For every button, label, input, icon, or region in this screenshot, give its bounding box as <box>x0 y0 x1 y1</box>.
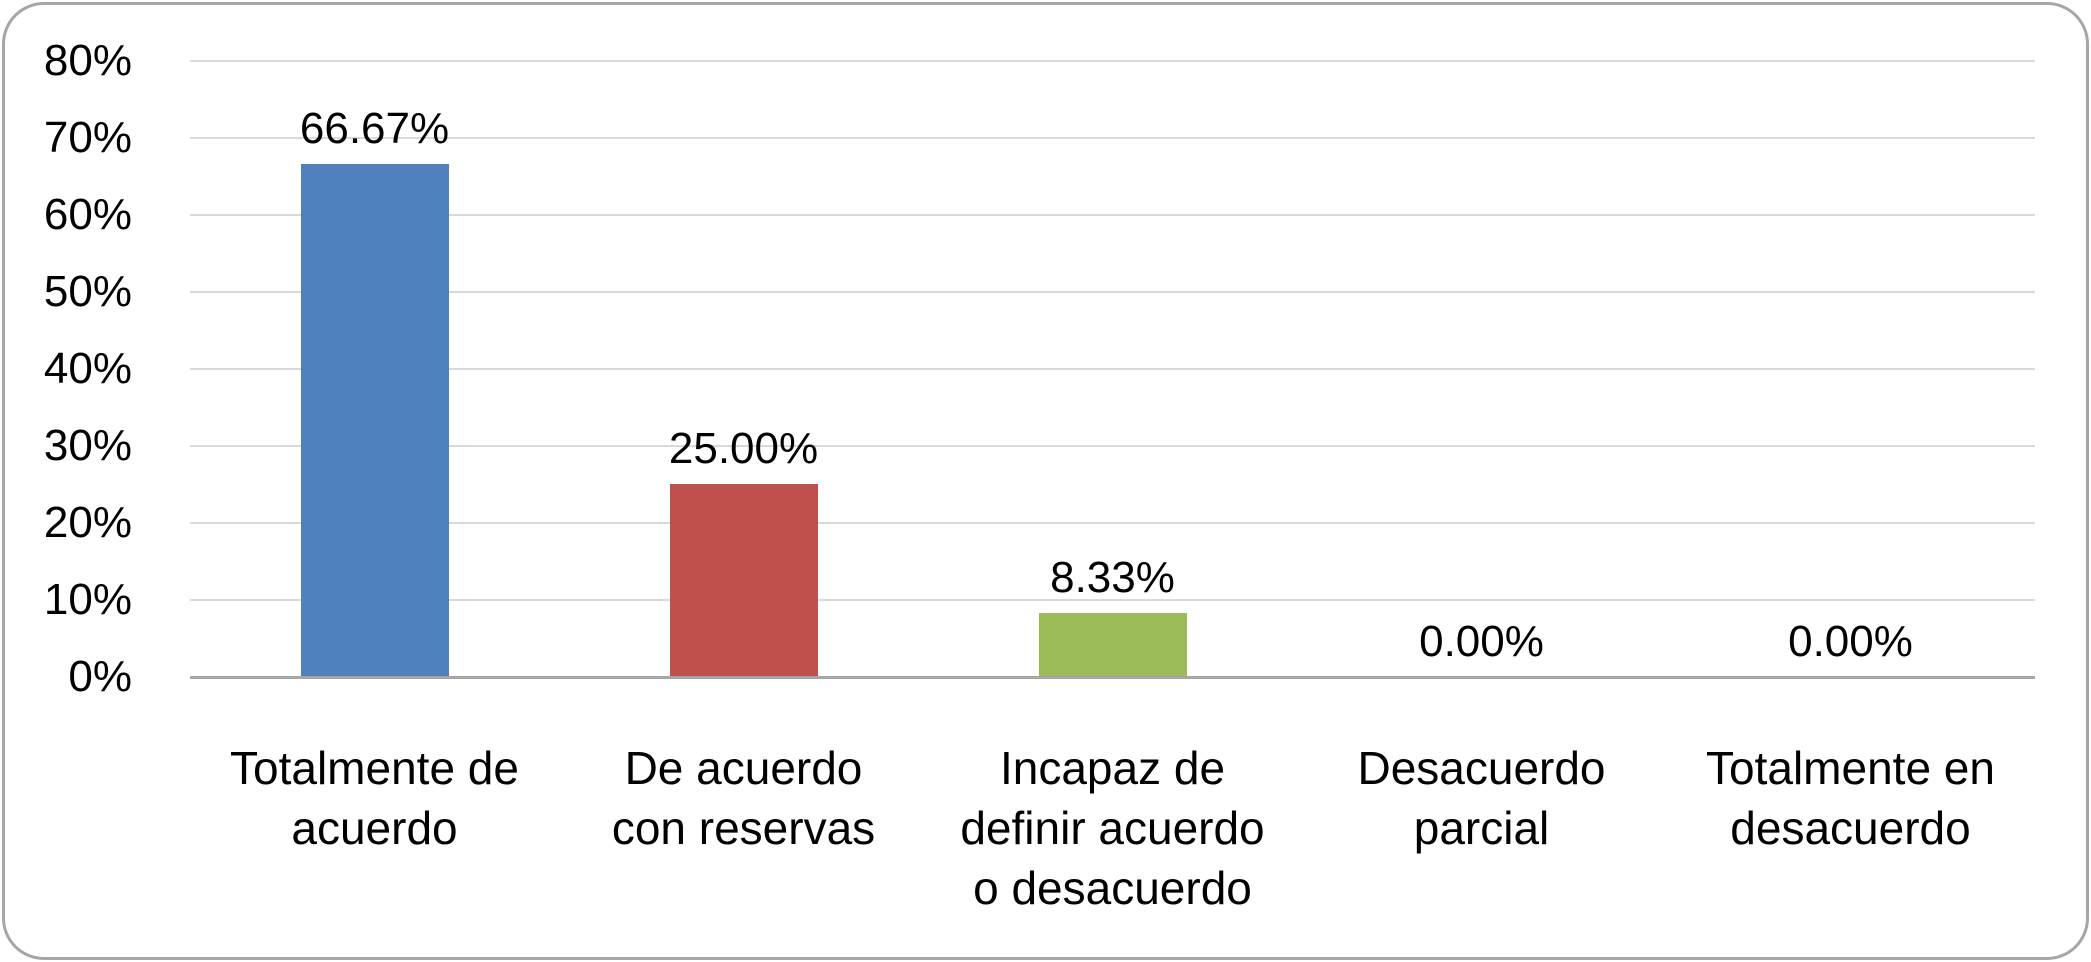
value-label: 0.00% <box>1419 617 1544 666</box>
category-label: Desacuerdo parcial <box>1297 738 1667 858</box>
gridline <box>190 445 2035 447</box>
category-label: De acuerdo con reservas <box>559 738 929 858</box>
value-label: 66.67% <box>299 104 450 153</box>
category-label: Totalmente en desacuerdo <box>1666 738 2036 858</box>
category-label-line: Totalmente en <box>1706 742 1995 794</box>
category-label-line: Totalmente de <box>230 742 519 794</box>
y-tick-label: 80% <box>43 36 132 85</box>
category-label: Totalmente de acuerdo <box>190 738 560 858</box>
gridline <box>190 599 2035 601</box>
gridline <box>190 137 2035 139</box>
y-tick-label: 20% <box>43 498 132 547</box>
gridline <box>190 522 2035 524</box>
value-label: 8.33% <box>1050 553 1175 602</box>
gridline <box>190 368 2035 370</box>
y-tick-label: 30% <box>43 421 132 470</box>
y-tick-label: 50% <box>43 267 132 316</box>
category-label-line: parcial <box>1413 802 1550 854</box>
x-axis-line <box>190 676 2035 679</box>
category-label-line: De acuerdo <box>624 742 863 794</box>
category-label-line: acuerdo <box>291 802 458 854</box>
category-label-line: desacuerdo <box>1730 802 1971 854</box>
y-tick-label: 40% <box>43 344 132 393</box>
gridline <box>190 291 2035 293</box>
gridline <box>190 60 2035 62</box>
category-label-line: Incapaz de <box>999 742 1226 794</box>
bar <box>300 164 449 677</box>
bar <box>1038 613 1187 677</box>
category-label: Incapaz de definir acuerdo o desacuerdo <box>928 738 1298 918</box>
y-tick-label: 10% <box>43 575 132 624</box>
y-tick-label: 0% <box>68 652 132 701</box>
y-tick-label: 60% <box>43 190 132 239</box>
category-label-line: con reservas <box>611 802 876 854</box>
category-label-line: Desacuerdo <box>1357 742 1606 794</box>
category-label-line: definir acuerdo <box>960 802 1265 854</box>
category-label-line: o desacuerdo <box>973 862 1252 914</box>
value-label: 0.00% <box>1788 617 1913 666</box>
plot-area: 66.67% 25.00% 8.33% 0.00% 0.00% <box>190 60 2035 679</box>
bar <box>669 484 818 677</box>
gridline <box>190 214 2035 216</box>
value-label: 25.00% <box>668 424 819 473</box>
y-tick-label: 70% <box>43 113 132 162</box>
